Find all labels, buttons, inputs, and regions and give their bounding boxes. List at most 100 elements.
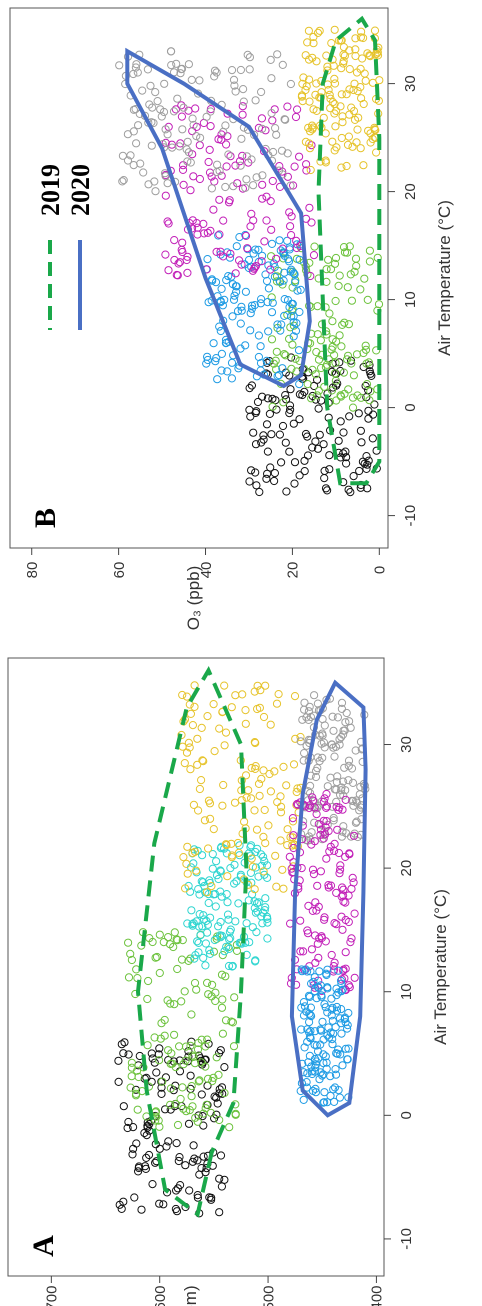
data-point xyxy=(332,888,341,898)
data-point xyxy=(211,357,220,366)
data-point xyxy=(258,124,267,133)
data-point xyxy=(208,850,217,859)
data-point xyxy=(328,317,337,326)
data-point xyxy=(187,75,196,85)
data-point xyxy=(204,796,213,805)
data-point xyxy=(222,942,231,951)
data-point xyxy=(330,25,339,34)
data-point xyxy=(335,331,344,340)
data-point xyxy=(272,130,281,139)
data-point xyxy=(279,248,288,257)
data-point xyxy=(288,340,297,349)
data-point xyxy=(324,85,333,95)
data-point xyxy=(340,51,349,60)
data-point xyxy=(207,184,216,193)
data-point xyxy=(302,82,311,91)
data-point xyxy=(264,284,273,293)
data-point xyxy=(303,38,312,47)
data-point xyxy=(130,1193,139,1202)
data-point xyxy=(232,877,241,886)
data-point xyxy=(155,1056,164,1065)
data-point xyxy=(207,172,216,181)
data-point xyxy=(180,987,189,996)
data-point xyxy=(289,760,299,769)
x-tick-label: 0 xyxy=(402,403,419,411)
panel-a: -10 0 10 20 30 400 500 600 700 Air Temperature … xyxy=(7,657,450,1306)
data-point xyxy=(215,1174,224,1183)
data-point xyxy=(340,318,349,327)
data-point xyxy=(159,1200,168,1209)
data-point xyxy=(305,1051,314,1061)
data-point xyxy=(157,112,166,121)
data-point xyxy=(314,983,323,993)
data-point xyxy=(277,458,286,467)
data-point xyxy=(164,1137,173,1146)
data-point xyxy=(241,231,251,240)
data-point xyxy=(319,834,328,843)
data-point xyxy=(178,936,187,945)
data-point xyxy=(151,953,160,962)
data-point xyxy=(289,312,298,321)
data-point xyxy=(336,417,345,426)
data-point xyxy=(233,307,243,316)
data-point xyxy=(348,403,358,412)
data-point xyxy=(346,488,355,497)
data-point xyxy=(144,1150,154,1160)
data-point xyxy=(270,476,279,486)
data-point xyxy=(336,102,345,111)
data-point xyxy=(161,250,170,259)
data-point xyxy=(326,1072,335,1081)
data-point xyxy=(280,295,289,304)
data-point xyxy=(337,90,346,99)
data-point xyxy=(179,103,188,112)
data-point xyxy=(282,487,291,496)
data-point xyxy=(211,902,220,911)
data-point xyxy=(305,203,314,212)
data-point xyxy=(193,1045,203,1054)
data-point xyxy=(217,1003,227,1012)
data-point xyxy=(185,1186,194,1195)
data-point xyxy=(217,349,226,358)
data-point xyxy=(312,347,321,357)
data-point xyxy=(182,255,191,265)
data-point xyxy=(279,884,288,893)
data-point xyxy=(317,363,326,373)
data-point xyxy=(114,1077,123,1087)
data-point xyxy=(197,1058,206,1067)
data-point xyxy=(172,1186,181,1195)
data-point xyxy=(334,1086,343,1095)
data-point xyxy=(184,148,193,157)
data-point xyxy=(168,143,177,152)
data-point xyxy=(249,428,258,437)
data-point xyxy=(296,285,305,294)
data-point xyxy=(291,734,300,743)
data-point xyxy=(230,798,240,807)
data-point xyxy=(340,763,349,772)
data-point xyxy=(309,39,318,48)
data-point xyxy=(336,865,345,874)
data-point xyxy=(343,248,352,257)
data-point xyxy=(229,295,239,304)
data-point xyxy=(241,183,250,192)
data-point xyxy=(119,1049,128,1058)
data-point xyxy=(306,165,315,175)
data-point xyxy=(217,1182,226,1191)
data-point xyxy=(155,968,164,978)
data-point xyxy=(177,245,186,254)
data-point xyxy=(334,966,343,975)
data-point xyxy=(178,690,187,700)
data-point xyxy=(304,901,313,911)
data-point xyxy=(232,946,242,956)
data-point xyxy=(268,298,277,307)
data-point xyxy=(199,1121,208,1130)
data-point xyxy=(215,230,224,239)
data-point xyxy=(337,392,346,401)
data-point xyxy=(259,435,268,444)
data-point xyxy=(341,948,350,957)
data-point xyxy=(216,887,225,896)
data-point xyxy=(182,1107,191,1116)
data-point xyxy=(295,415,304,424)
panel-a-outline-2020 xyxy=(289,679,368,1118)
data-point xyxy=(259,867,268,876)
data-point xyxy=(115,61,124,70)
